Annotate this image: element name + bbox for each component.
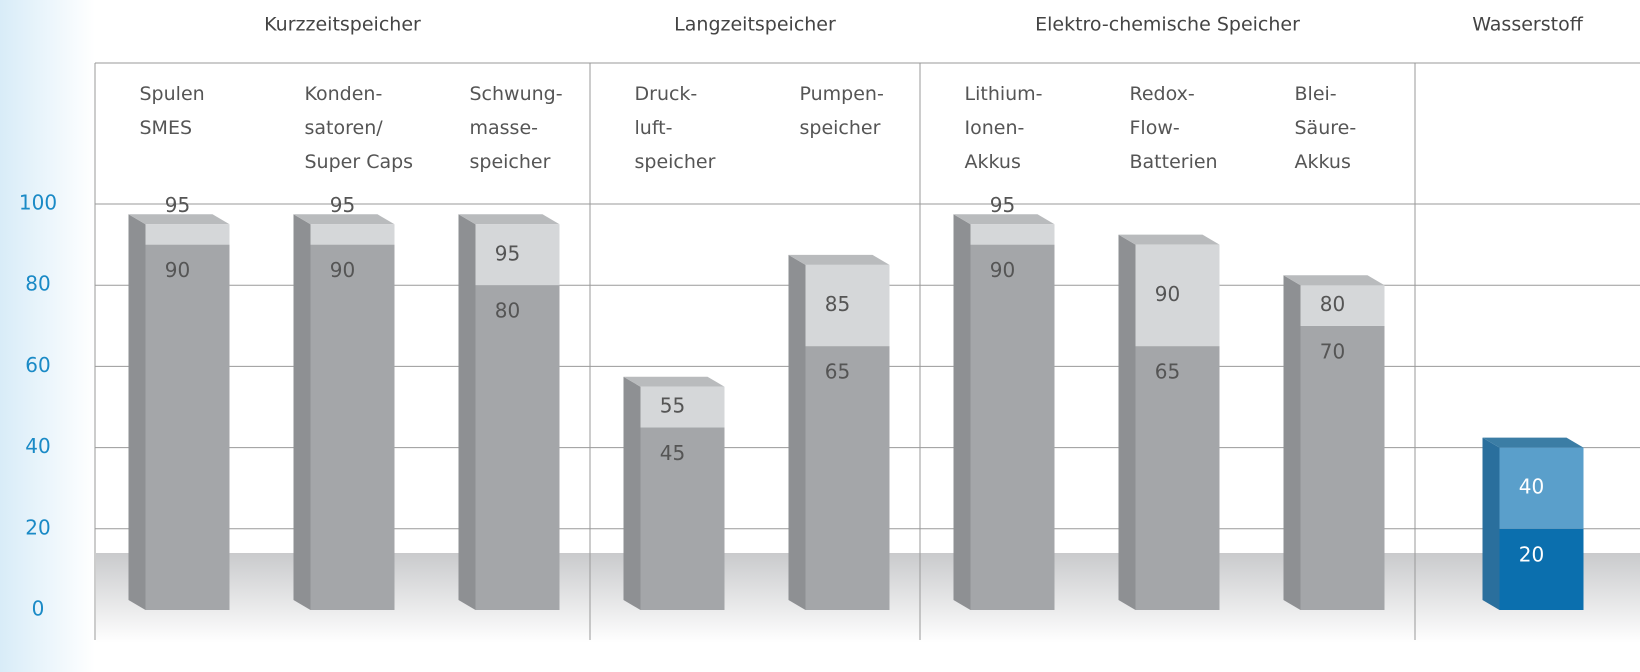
bar-low xyxy=(310,244,395,610)
category-label: Blei-Säure-Akkus xyxy=(1295,83,1357,173)
bar-high xyxy=(475,224,560,286)
value-label: 20 xyxy=(1519,542,1544,566)
value-label: 95 xyxy=(495,241,520,265)
bar-low xyxy=(640,427,725,610)
bar-top xyxy=(293,214,395,225)
bar-low xyxy=(970,244,1055,610)
y-tick-label: 80 xyxy=(25,272,50,296)
value-label: 90 xyxy=(1155,282,1180,306)
category-label: Redox-Flow-Batterien xyxy=(1130,83,1218,173)
bar-low xyxy=(145,244,230,610)
y-tick-label: 0 xyxy=(32,597,45,621)
bar-top xyxy=(1118,234,1220,245)
value-label: 95 xyxy=(990,193,1015,217)
value-label: 70 xyxy=(1320,339,1345,363)
category-label: Druck-luft-speicher xyxy=(635,83,716,173)
bar-high xyxy=(1135,244,1220,347)
value-label: 95 xyxy=(165,193,190,217)
category-label: Pumpen-speicher xyxy=(800,83,884,139)
bar-low xyxy=(1499,528,1584,610)
bar-top xyxy=(1283,275,1385,286)
y-tick-label: 40 xyxy=(25,434,50,458)
bar-side xyxy=(458,214,476,611)
value-label: 40 xyxy=(1519,475,1544,499)
bar-top xyxy=(623,376,725,387)
bar-high xyxy=(640,386,725,428)
value-label: 95 xyxy=(330,193,355,217)
bar-low xyxy=(805,346,890,610)
bar-low xyxy=(475,285,560,610)
bar-side xyxy=(953,214,971,611)
bar-side xyxy=(788,254,806,610)
y-tick-label: 60 xyxy=(25,353,50,377)
value-label: 90 xyxy=(990,258,1015,282)
bar-high xyxy=(310,224,395,245)
bar-side xyxy=(623,376,641,610)
bar-high xyxy=(805,264,890,347)
category-label: Spulen SMES xyxy=(140,83,205,139)
bar-top xyxy=(458,214,560,225)
value-label: 45 xyxy=(660,441,685,465)
bar-side xyxy=(293,214,311,611)
bar-top xyxy=(1482,437,1584,448)
bar-side xyxy=(128,214,146,611)
y-tick-label: 20 xyxy=(25,515,50,539)
bar-high xyxy=(145,224,230,245)
value-label: 80 xyxy=(495,299,520,323)
bar-top xyxy=(128,214,230,225)
bar-low xyxy=(1135,346,1220,610)
bar-side xyxy=(1482,437,1500,610)
value-label: 65 xyxy=(825,360,850,384)
group-label: Langzeitspeicher xyxy=(674,14,836,36)
bar-high xyxy=(1499,447,1584,529)
bar-top xyxy=(788,254,890,265)
category-label: Lithium-Ionen-Akkus xyxy=(965,83,1043,173)
bar-high xyxy=(1300,285,1385,326)
value-label: 65 xyxy=(1155,360,1180,384)
value-label: 85 xyxy=(825,292,850,316)
y-tick-label: 100 xyxy=(19,191,57,215)
value-label: 90 xyxy=(165,258,190,282)
group-label: Wasserstoff xyxy=(1472,14,1583,36)
axis-background xyxy=(0,0,95,672)
category-label: Konden-satoren/Super Caps xyxy=(305,83,414,173)
category-label: Schwung-masse-speicher xyxy=(470,83,563,173)
bar-side xyxy=(1118,234,1136,610)
bar-side xyxy=(1283,275,1301,610)
bar-top xyxy=(953,214,1055,225)
value-label: 90 xyxy=(330,258,355,282)
group-label: Elektro-chemische Speicher xyxy=(1035,14,1300,36)
group-label: Kurzzeitspeicher xyxy=(264,14,421,36)
bar-high xyxy=(970,224,1055,245)
value-label: 80 xyxy=(1320,292,1345,316)
value-label: 55 xyxy=(660,394,685,418)
bar-low xyxy=(1300,325,1385,610)
